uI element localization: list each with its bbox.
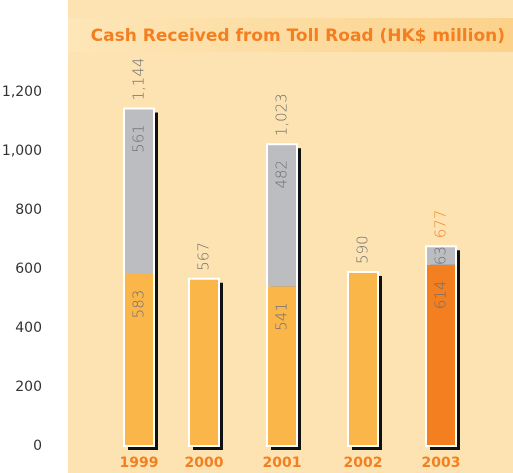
segment-label: 541 [273, 302, 291, 331]
y-tick-label: 1,200 [2, 84, 42, 100]
bar-segment [348, 271, 378, 446]
segment-label: 614 [432, 281, 450, 310]
title-band [68, 18, 513, 52]
bar-outline [188, 277, 220, 447]
bar-segment [426, 264, 456, 446]
total-label: 1,144 [130, 58, 148, 101]
bar-segment [124, 108, 154, 275]
y-tick-label: 400 [15, 320, 42, 336]
bar-segment [426, 246, 456, 265]
y-tick-label: 1,000 [2, 143, 42, 159]
y-tick-label: 0 [33, 438, 42, 454]
bar-segment [189, 278, 219, 446]
x-tick-label: 2001 [263, 455, 302, 471]
x-tick-label: 1999 [120, 455, 159, 471]
total-label: 590 [354, 235, 372, 264]
bar-outline [425, 245, 457, 447]
chart-title: Cash Received from Toll Road (HK$ millio… [91, 26, 505, 46]
y-tick-label: 600 [15, 261, 42, 277]
bar-segment [124, 274, 154, 446]
segment-label: 63 [432, 246, 450, 265]
x-tick-label: 2003 [422, 455, 461, 471]
y-tick-label: 200 [15, 379, 42, 395]
bar-outline [347, 270, 379, 448]
segment-label: 583 [130, 290, 148, 319]
bar-segment [267, 286, 297, 446]
segment-label: 561 [130, 124, 148, 153]
bar-outline [266, 143, 298, 447]
bar-outline [123, 107, 155, 448]
bar-segment [267, 144, 297, 287]
total-label: 567 [195, 242, 213, 271]
total-label: 1,023 [273, 93, 291, 136]
x-tick-label: 2002 [344, 455, 383, 471]
y-tick-label: 800 [15, 202, 42, 218]
segment-label: 482 [273, 160, 291, 189]
x-tick-label: 2000 [185, 455, 224, 471]
total-label: 677 [432, 210, 450, 239]
